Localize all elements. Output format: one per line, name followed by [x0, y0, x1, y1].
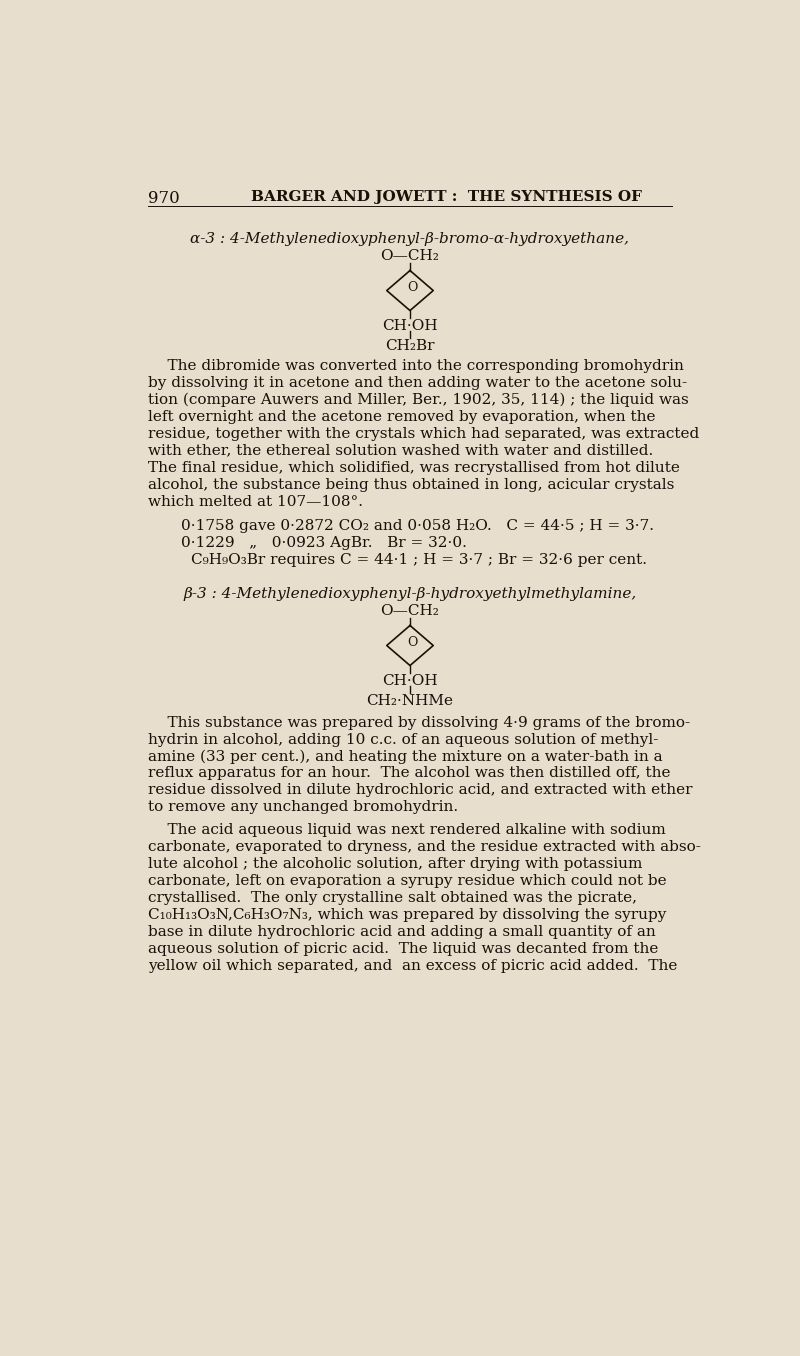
Text: amine (33 per cent.), and heating the mixture on a water-bath in a: amine (33 per cent.), and heating the mi…	[148, 750, 662, 763]
Text: 0·1229   „   0·0923 AgBr.   Br = 32·0.: 0·1229 „ 0·0923 AgBr. Br = 32·0.	[182, 536, 467, 551]
Text: 970: 970	[148, 190, 180, 207]
Text: residue, together with the crystals which had separated, was extracted: residue, together with the crystals whic…	[148, 427, 699, 441]
Text: which melted at 107—108°.: which melted at 107—108°.	[148, 495, 363, 508]
Text: β-3 : 4-Methylenedioxyphenyl-β-hydroxyethylmethylamine,: β-3 : 4-Methylenedioxyphenyl-β-hydroxyet…	[183, 587, 637, 601]
Text: C₁₀H₁₃O₃N,C₆H₃O₇N₃, which was prepared by dissolving the syrupy: C₁₀H₁₃O₃N,C₆H₃O₇N₃, which was prepared b…	[148, 909, 666, 922]
Text: α-3 : 4-Methylenedioxyphenyl-β-bromo-α-hydroxyethane,: α-3 : 4-Methylenedioxyphenyl-β-bromo-α-h…	[190, 232, 630, 245]
Text: by dissolving it in acetone and then adding water to the acetone solu-: by dissolving it in acetone and then add…	[148, 376, 687, 391]
Text: The final residue, which solidified, was recrystallised from hot dilute: The final residue, which solidified, was…	[148, 461, 680, 475]
Text: The acid aqueous liquid was next rendered alkaline with sodium: The acid aqueous liquid was next rendere…	[148, 823, 666, 838]
Text: aqueous solution of picric acid.  The liquid was decanted from the: aqueous solution of picric acid. The liq…	[148, 942, 658, 956]
Text: yellow oil which separated, and  an excess of picric acid added.  The: yellow oil which separated, and an exces…	[148, 959, 678, 972]
Text: C₉H₉O₃Br requires C = 44·1 ; H = 3·7 ; Br = 32·6 per cent.: C₉H₉O₃Br requires C = 44·1 ; H = 3·7 ; B…	[191, 553, 647, 567]
Text: hydrin in alcohol, adding 10 c.c. of an aqueous solution of methyl-: hydrin in alcohol, adding 10 c.c. of an …	[148, 732, 658, 747]
Text: O: O	[407, 281, 418, 294]
Text: CH₂Br: CH₂Br	[386, 339, 434, 353]
Text: CH·OH: CH·OH	[382, 319, 438, 334]
Text: O—CH₂: O—CH₂	[381, 250, 439, 263]
Text: This substance was prepared by dissolving 4·9 grams of the bromo-: This substance was prepared by dissolvin…	[148, 716, 690, 730]
Text: BARGER AND JOWETT :  THE SYNTHESIS OF: BARGER AND JOWETT : THE SYNTHESIS OF	[251, 190, 642, 205]
Text: CH·OH: CH·OH	[382, 674, 438, 687]
Text: to remove any unchanged bromohydrin.: to remove any unchanged bromohydrin.	[148, 800, 458, 815]
Text: lute alcohol ; the alcoholic solution, after drying with potassium: lute alcohol ; the alcoholic solution, a…	[148, 857, 642, 872]
Text: residue dissolved in dilute hydrochloric acid, and extracted with ether: residue dissolved in dilute hydrochloric…	[148, 784, 693, 797]
Text: 0·1758 gave 0·2872 CO₂ and 0·058 H₂O.   C = 44·5 ; H = 3·7.: 0·1758 gave 0·2872 CO₂ and 0·058 H₂O. C …	[182, 519, 654, 533]
Text: O—CH₂: O—CH₂	[381, 603, 439, 618]
Text: alcohol, the substance being thus obtained in long, acicular crystals: alcohol, the substance being thus obtain…	[148, 477, 674, 492]
Text: carbonate, evaporated to dryness, and the residue extracted with abso-: carbonate, evaporated to dryness, and th…	[148, 841, 701, 854]
Text: base in dilute hydrochloric acid and adding a small quantity of an: base in dilute hydrochloric acid and add…	[148, 925, 656, 938]
Text: tion (compare Auwers and Miller, Ber., 1902, 35, 114) ; the liquid was: tion (compare Auwers and Miller, Ber., 1…	[148, 393, 689, 407]
Text: CH₂·NHMe: CH₂·NHMe	[366, 694, 454, 708]
Text: carbonate, left on evaporation a syrupy residue which could not be: carbonate, left on evaporation a syrupy …	[148, 875, 666, 888]
Text: left overnight and the acetone removed by evaporation, when the: left overnight and the acetone removed b…	[148, 410, 655, 424]
Text: crystallised.  The only crystalline salt obtained was the picrate,: crystallised. The only crystalline salt …	[148, 891, 637, 906]
Text: The dibromide was converted into the corresponding bromohydrin: The dibromide was converted into the cor…	[148, 359, 684, 373]
Text: O: O	[407, 636, 418, 650]
Text: with ether, the ethereal solution washed with water and distilled.: with ether, the ethereal solution washed…	[148, 443, 654, 458]
Text: reflux apparatus for an hour.  The alcohol was then distilled off, the: reflux apparatus for an hour. The alcoho…	[148, 766, 670, 781]
